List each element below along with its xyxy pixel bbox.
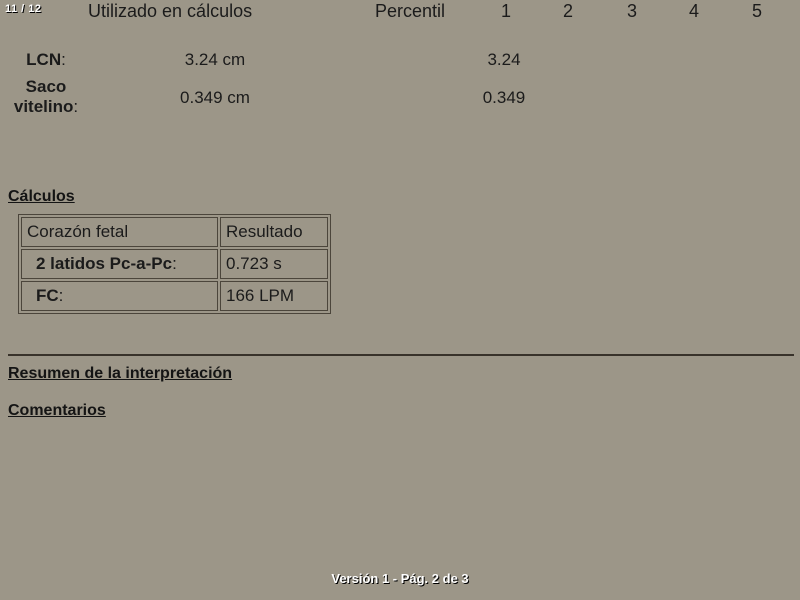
percentile-column-header-1: 1	[500, 1, 511, 21]
percentile-column-header-2: 2	[562, 1, 573, 21]
table-row-label-colon: :	[58, 286, 64, 305]
measurement-label-colon: :	[73, 97, 79, 116]
measurement-percentile-value-lcn: 3.24	[487, 50, 521, 69]
percentile-column-header-5: 5	[751, 1, 762, 21]
table-cell-value: 166 LPM	[220, 281, 328, 311]
measurement-label-colon: :	[61, 50, 66, 69]
comments-heading: Comentarios	[8, 402, 106, 419]
measurement-label-text: LCN	[26, 50, 62, 69]
table-row: 2 latidos Pc-a-Pc: 0.723 s	[21, 249, 328, 279]
measurement-label-text: Saco vitelino	[13, 77, 74, 116]
measurement-value-lcn: 3.24 cm	[184, 50, 246, 69]
footer-version-page: Versión 1 - Pág. 2 de 3	[331, 571, 469, 586]
table-row-label-text: 2 latidos Pc-a-Pc	[36, 254, 173, 273]
calculations-heading: Cálculos	[8, 188, 75, 205]
percentile-column-header-4: 4	[688, 1, 699, 21]
percentile-header: Percentil	[375, 1, 446, 21]
section-divider-rule	[8, 354, 794, 356]
table-cell-value: 0.723 s	[220, 249, 328, 279]
interpretation-summary-heading: Resumen de la interpretación	[8, 365, 233, 382]
table-row-label-colon: :	[172, 254, 177, 273]
calculations-table-header-row: Corazón fetal Resultado	[21, 217, 328, 247]
calculations-table: Corazón fetal Resultado 2 latidos Pc-a-P…	[18, 214, 331, 314]
measurement-percentile-value-saco-vitelino: 0.349	[482, 88, 526, 107]
table-header-fetal-heart: Corazón fetal	[21, 217, 218, 247]
table-cell-label: FC:	[21, 281, 218, 311]
table-row-label-text: FC	[36, 286, 59, 305]
table-row: FC: 166 LPM	[21, 281, 328, 311]
measurement-label-saco-vitelino: Saco vitelino:	[0, 77, 92, 117]
used-in-calculations-header: Utilizado en cálculos	[88, 1, 253, 21]
measurement-label-lcn: LCN:	[0, 50, 92, 70]
percentile-column-header-3: 3	[626, 1, 637, 21]
page-indicator: 11 / 12	[5, 3, 42, 15]
table-cell-label: 2 latidos Pc-a-Pc:	[21, 249, 218, 279]
table-header-result: Resultado	[220, 217, 328, 247]
measurement-value-saco-vitelino: 0.349 cm	[180, 88, 250, 107]
